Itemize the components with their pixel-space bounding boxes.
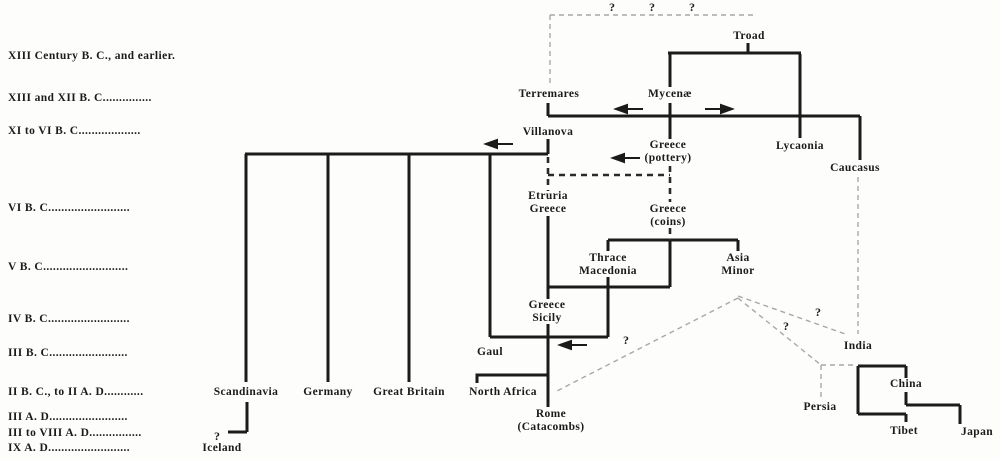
timeline-label: III to VIII A. D................ <box>8 427 142 439</box>
node-scandinavia: Scandinavia <box>213 386 279 398</box>
question-mark: ? <box>689 0 695 14</box>
node-persia: Persia <box>803 401 837 413</box>
node-tibet: Tibet <box>890 425 918 437</box>
timeline-label: IX A. D......................... <box>8 442 131 454</box>
arrow-right-icon <box>705 103 735 115</box>
timeline-label: II B. C., to II A. D............ <box>8 386 144 398</box>
question-mark: ? <box>214 429 220 443</box>
node-japan: Japan <box>960 426 994 438</box>
timeline-label: XIII Century B. C., and earlier. <box>8 50 176 62</box>
node-iceland: Iceland <box>202 442 242 454</box>
node-great-britain: Great Britain <box>373 386 445 398</box>
arrow-left-icon <box>483 138 513 150</box>
node-villanova: Villanova <box>522 126 574 138</box>
node-caucasus: Caucasus <box>830 162 880 174</box>
question-mark: ? <box>649 0 655 14</box>
timeline-label: XI to VI B. C................... <box>8 125 141 137</box>
timeline-label: III B. C........................ <box>8 347 128 359</box>
question-mark: ? <box>783 319 789 333</box>
timeline-label: VI B. C......................... <box>8 202 131 214</box>
node-mycenae: Mycenæ <box>648 88 692 100</box>
dashed-heavy-connector-lines <box>546 157 672 240</box>
node-gaul: Gaul <box>477 346 503 358</box>
question-mark: ? <box>815 305 821 319</box>
node-rome: Rome (Catacombs) <box>517 408 585 433</box>
node-etruria-greece: Etruria Greece <box>528 190 568 215</box>
timeline-label: III A. D........................ <box>8 411 128 423</box>
node-greece-sicily: Greece Sicily <box>528 299 566 324</box>
node-terremares: Terremares <box>518 88 580 100</box>
node-greece-coins: Greece (coins) <box>649 203 687 228</box>
solid-connector-lines <box>228 43 962 434</box>
question-mark: ? <box>623 333 629 347</box>
node-greece-pottery: Greece (pottery) <box>644 139 692 164</box>
node-lycaonia: Lycaonia <box>776 140 824 152</box>
arrow-left-icon <box>610 152 640 164</box>
node-north-africa: North Africa <box>469 386 537 398</box>
arrow-left-icon <box>613 103 643 115</box>
node-india: India <box>843 340 873 352</box>
arrow-left-icon <box>557 339 587 351</box>
node-asia-minor: Asia Minor <box>721 252 755 277</box>
question-mark: ? <box>609 0 615 14</box>
dashed-light-connector-lines <box>549 14 859 399</box>
node-china: China <box>889 378 923 390</box>
timeline-label: XIII and XII B. C............... <box>8 92 152 104</box>
node-thrace-macedonia: Thrace Macedonia <box>579 252 637 277</box>
timeline-label: V B. C.......................... <box>8 261 129 273</box>
timeline-label: IV B. C......................... <box>8 313 130 325</box>
node-troad: Troad <box>733 30 765 42</box>
node-germany: Germany <box>303 386 353 398</box>
